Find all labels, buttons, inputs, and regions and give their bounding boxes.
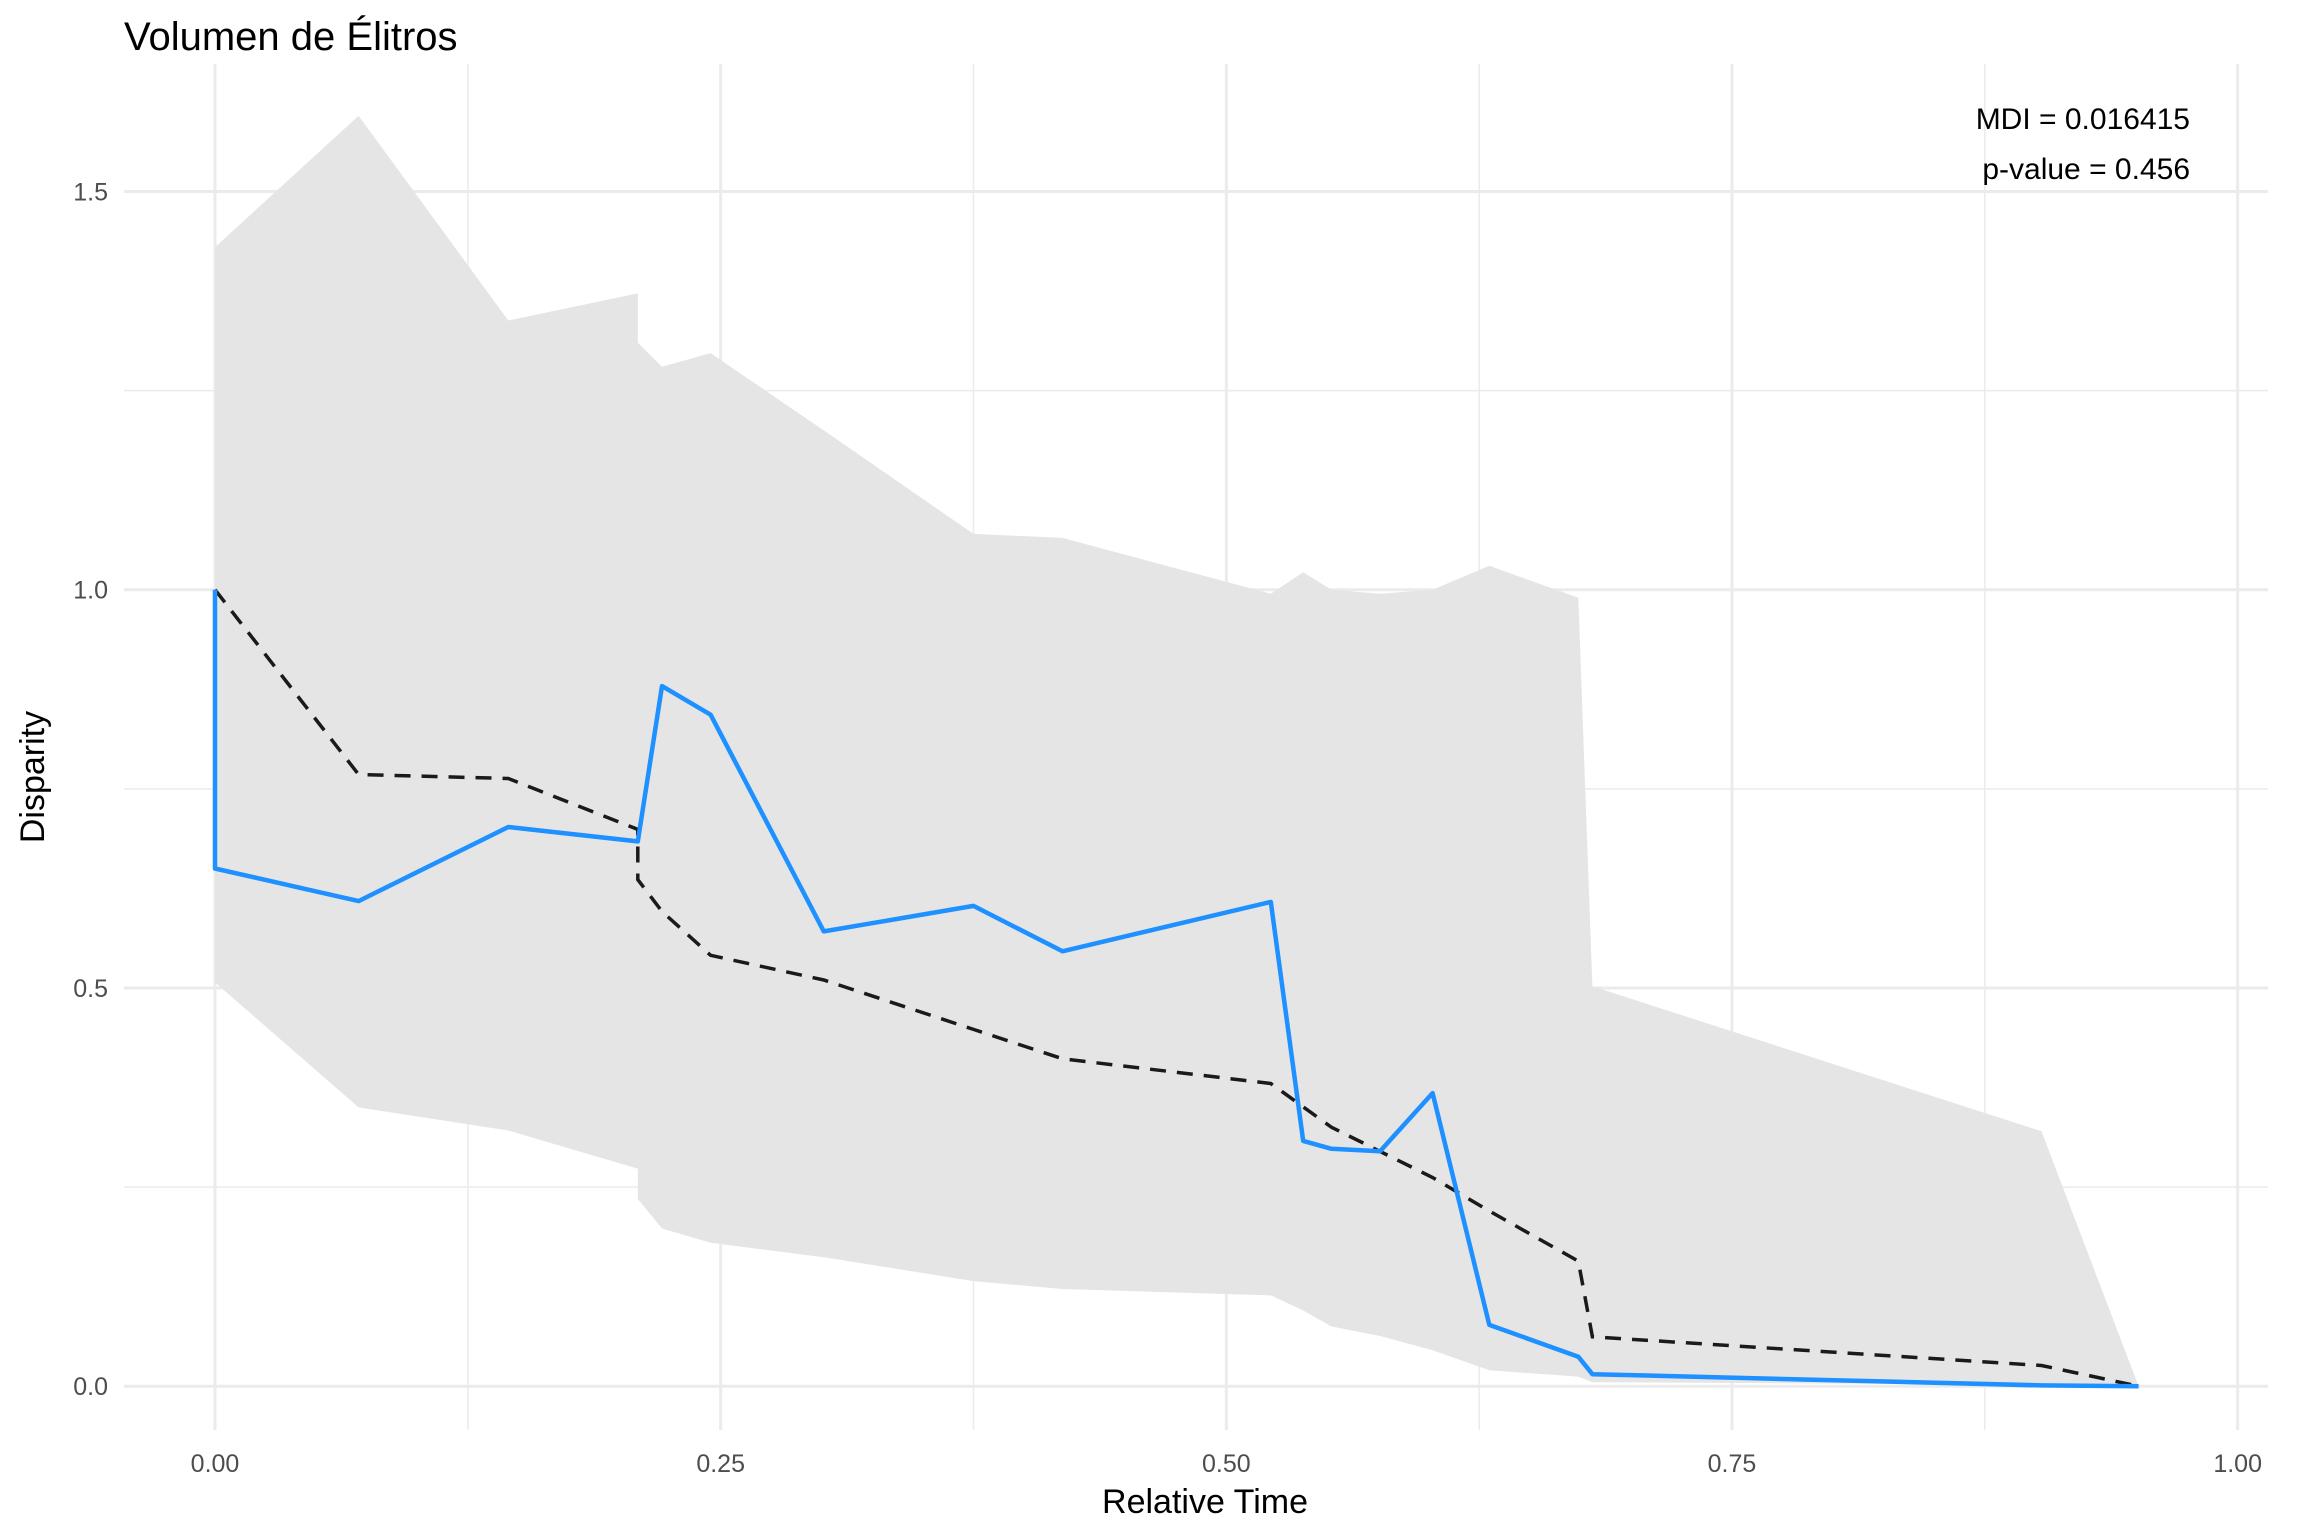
mdi-annotation: MDI = 0.016415 <box>1976 103 2190 136</box>
y-tick-label: 0.0 <box>73 1373 108 1401</box>
x-tick-label: 1.00 <box>2213 1450 2262 1478</box>
y-tick-label: 0.5 <box>73 975 108 1003</box>
x-tick-label: 0.25 <box>696 1450 745 1478</box>
expected-disparity-line <box>213 588 2139 1388</box>
y-axis-title: Disparity <box>14 711 52 843</box>
y-axis-ticks: 0.0 0.5 1.0 1.5 <box>73 178 108 1401</box>
observed-disparity-line <box>212 589 2139 1389</box>
confidence-band <box>215 115 2139 1387</box>
chart-title: Volumen de Élitros <box>124 14 458 59</box>
x-tick-label: 0.50 <box>1202 1450 1251 1478</box>
x-axis-title: Relative Time <box>1102 1483 1308 1521</box>
y-tick-label: 1.5 <box>73 178 108 206</box>
x-tick-label: 0.75 <box>1708 1450 1757 1478</box>
x-tick-label: 0.00 <box>191 1450 240 1478</box>
x-axis-ticks: 0.00 0.25 0.50 0.75 1.00 <box>191 1450 2262 1478</box>
y-tick-label: 1.0 <box>73 577 108 605</box>
p-value-annotation: p-value = 0.456 <box>1982 153 2190 186</box>
